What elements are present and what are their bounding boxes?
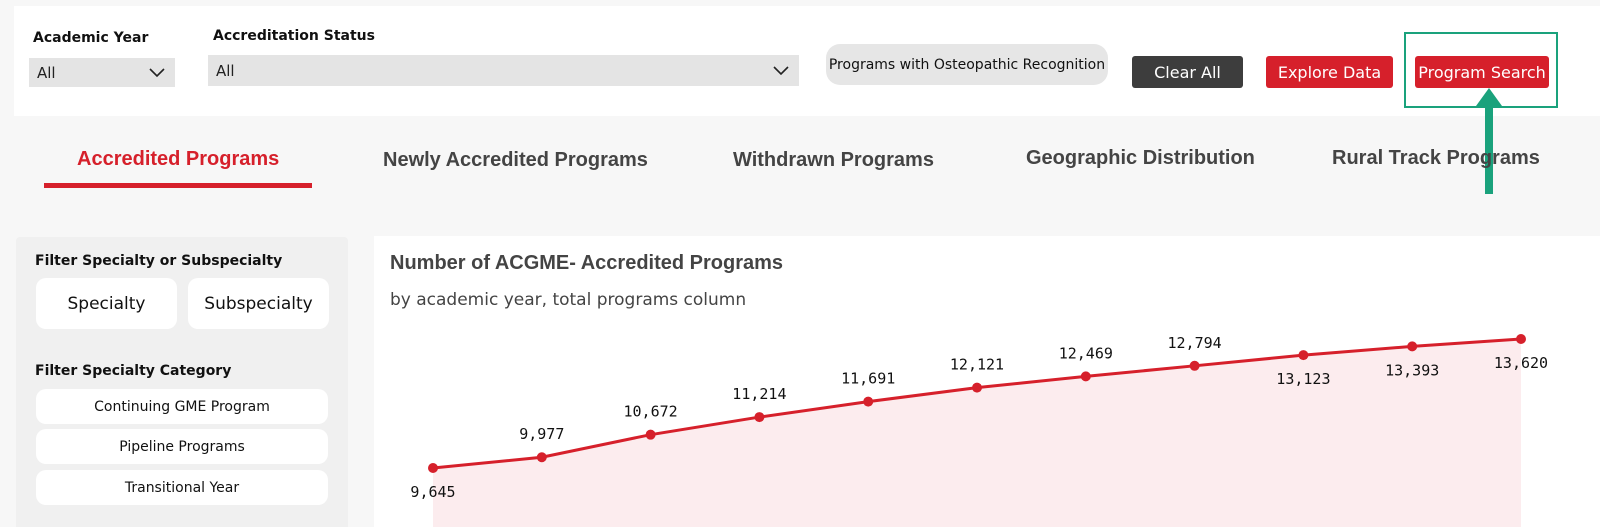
data-label: 9,645	[410, 483, 455, 501]
data-point[interactable]	[536, 452, 547, 463]
chart-title: Number of ACGME- Accredited Programs	[390, 252, 784, 274]
data-point[interactable]	[972, 382, 982, 393]
data-label: 10,672	[624, 403, 678, 421]
chevron-down-icon	[149, 67, 165, 77]
category-continuing-gme[interactable]: Continuing GME Program	[36, 389, 328, 424]
academic-year-dropdown[interactable]: All	[29, 58, 175, 87]
data-label: 12,469	[1059, 344, 1113, 362]
clear-all-button[interactable]: Clear All	[1132, 56, 1243, 88]
data-label: 12,794	[1168, 334, 1222, 352]
data-label: 11,214	[732, 385, 786, 403]
osteopathic-recognition-button[interactable]: Programs with Osteopathic Recognition	[826, 44, 1108, 85]
accreditation-status-dropdown[interactable]: All	[208, 55, 799, 86]
category-filter-title: Filter Specialty Category	[35, 363, 232, 379]
data-point[interactable]	[1516, 334, 1526, 344]
tab-rural-track-programs[interactable]: Rural Track Programs	[1332, 147, 1540, 169]
data-label: 13,123	[1276, 370, 1330, 388]
tab-accredited-programs[interactable]: Accredited Programs	[77, 148, 280, 170]
pointer-arrow-icon	[1476, 88, 1502, 194]
program-search-highlight	[1404, 32, 1558, 108]
data-point[interactable]	[863, 396, 874, 407]
academic-year-label: Academic Year	[33, 30, 149, 46]
subspecialty-button[interactable]: Subspecialty	[188, 278, 329, 329]
tab-withdrawn-programs[interactable]: Withdrawn Programs	[733, 149, 934, 171]
data-point[interactable]	[1080, 371, 1091, 382]
category-transitional-year[interactable]: Transitional Year	[36, 470, 328, 505]
data-point[interactable]	[1189, 360, 1200, 371]
specialty-button[interactable]: Specialty	[36, 278, 177, 329]
tab-newly-accredited-programs[interactable]: Newly Accredited Programs	[383, 149, 648, 171]
accreditation-status-label: Accreditation Status	[213, 28, 375, 44]
specialty-filter-title: Filter Specialty or Subspecialty	[35, 253, 283, 269]
category-pipeline-programs[interactable]: Pipeline Programs	[36, 429, 328, 464]
data-point[interactable]	[1298, 350, 1309, 361]
chart-subtitle: by academic year, total programs column	[390, 290, 747, 310]
data-label: 11,691	[841, 370, 895, 388]
data-point[interactable]	[1407, 341, 1418, 352]
academic-year-value: All	[37, 63, 56, 82]
data-point[interactable]	[645, 429, 656, 440]
data-label: 13,620	[1494, 354, 1548, 372]
data-label: 13,393	[1385, 361, 1439, 379]
data-label: 12,121	[950, 356, 1004, 374]
accreditation-status-value: All	[216, 61, 235, 80]
tab-geographic-distribution[interactable]: Geographic Distribution	[1026, 147, 1255, 169]
chevron-down-icon	[773, 65, 789, 75]
data-point[interactable]	[754, 412, 765, 423]
program-search-button[interactable]: Program Search	[1415, 56, 1549, 88]
explore-data-button[interactable]: Explore Data	[1266, 56, 1393, 88]
active-tab-indicator	[44, 183, 312, 188]
data-label: 9,977	[519, 425, 564, 443]
data-point[interactable]	[428, 463, 438, 473]
chart-area	[433, 339, 1521, 527]
